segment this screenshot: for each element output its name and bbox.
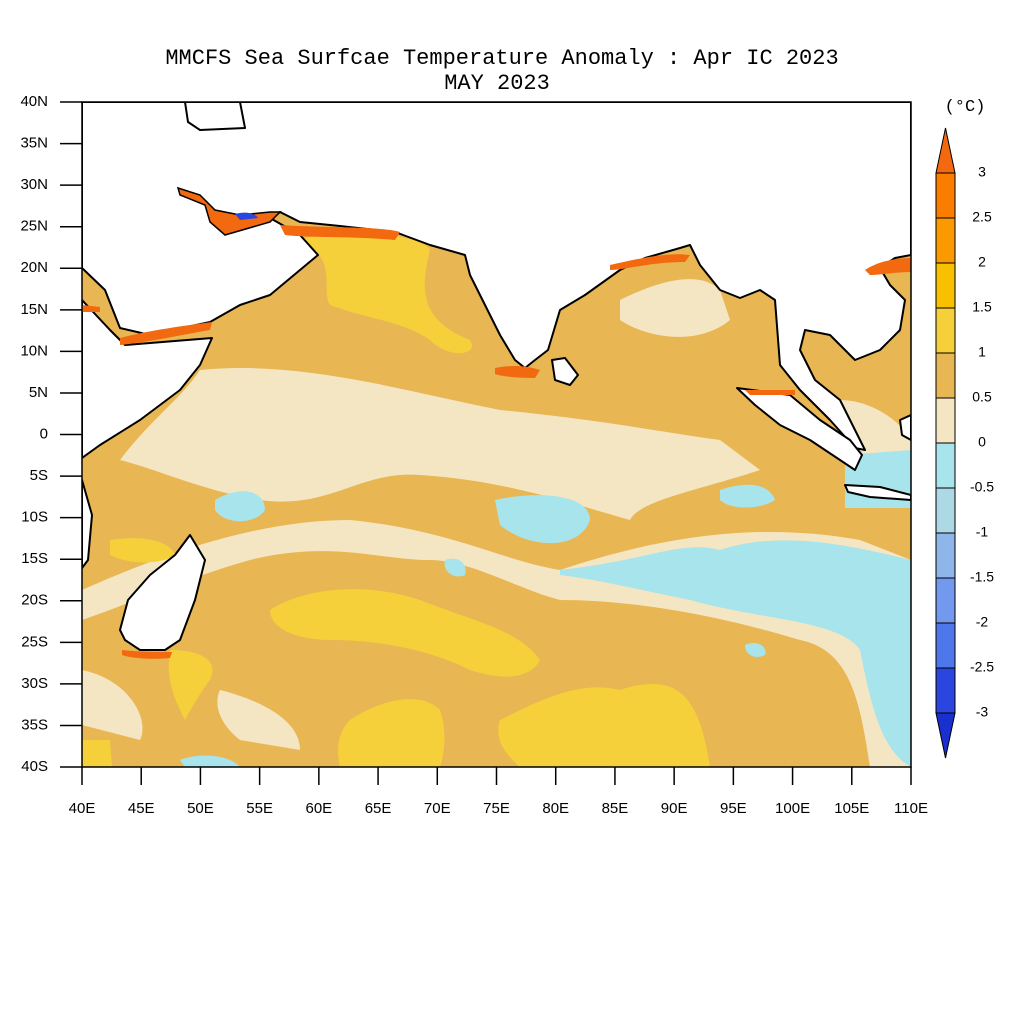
lat-label: 10N bbox=[20, 342, 48, 359]
colorbar-label: -3 bbox=[976, 704, 989, 720]
colorbar-label: 2.5 bbox=[972, 209, 992, 225]
lon-label: 85E bbox=[602, 800, 629, 817]
lon-label: 90E bbox=[661, 800, 688, 817]
colorbar-box bbox=[935, 532, 956, 579]
map-field bbox=[82, 102, 911, 767]
lon-label: 95E bbox=[720, 800, 747, 817]
colorbar-label: -1 bbox=[976, 524, 989, 540]
lat-label: 0 bbox=[40, 425, 48, 442]
colorbar-label: 2 bbox=[978, 254, 986, 270]
lat-label: 20S bbox=[21, 592, 48, 609]
lat-label: 25N bbox=[20, 218, 48, 235]
lat-label: 30N bbox=[20, 176, 48, 193]
lat-label: 35S bbox=[21, 716, 48, 733]
colorbar-label: -2 bbox=[976, 614, 989, 630]
lat-label: 15S bbox=[21, 550, 48, 567]
lat-label: 40S bbox=[21, 758, 48, 775]
lat-label: 35N bbox=[20, 135, 48, 152]
colorbar-label: 0 bbox=[978, 434, 986, 450]
coastal-warm-strips bbox=[82, 225, 911, 659]
colorbar-box bbox=[935, 217, 956, 264]
lat-label: 30S bbox=[21, 675, 48, 692]
lon-label: 55E bbox=[246, 800, 273, 817]
lon-label: 80E bbox=[542, 800, 569, 817]
lon-label: 70E bbox=[424, 800, 451, 817]
lon-label: 45E bbox=[128, 800, 155, 817]
land bbox=[82, 102, 911, 651]
colorbar-label: 3 bbox=[978, 164, 986, 180]
colorbar-box bbox=[935, 307, 956, 354]
colorbar-label: 1 bbox=[978, 344, 986, 360]
lat-label: 40N bbox=[20, 93, 48, 110]
colorbar-unit: (°C) bbox=[945, 98, 986, 117]
colorbar-label: -2.5 bbox=[970, 659, 994, 675]
colorbar-box bbox=[935, 262, 956, 309]
colorbar-box bbox=[935, 667, 956, 714]
lon-label: 40E bbox=[69, 800, 96, 817]
lat-label: 15N bbox=[20, 301, 48, 318]
lat-label: 5N bbox=[29, 384, 48, 401]
lat-label: 5S bbox=[30, 467, 48, 484]
colorbar-box bbox=[935, 172, 956, 219]
lat-label: 10S bbox=[21, 509, 48, 526]
lat-label: 20N bbox=[20, 259, 48, 276]
lon-label: 105E bbox=[834, 800, 869, 817]
colorbar-box bbox=[935, 487, 956, 534]
lon-label: 75E bbox=[483, 800, 510, 817]
colorbar-under bbox=[935, 712, 956, 759]
colorbar-box bbox=[935, 577, 956, 624]
lon-label: 100E bbox=[775, 800, 810, 817]
lon-label: 50E bbox=[187, 800, 214, 817]
colorbar-label: -1.5 bbox=[970, 569, 994, 585]
colorbar-box bbox=[935, 352, 956, 399]
lon-label: 110E bbox=[894, 800, 928, 817]
colorbar-box bbox=[935, 397, 956, 444]
lon-label: 60E bbox=[306, 800, 333, 817]
subtitle-line: MAY 2023 bbox=[444, 71, 550, 96]
lat-label: 25S bbox=[21, 633, 48, 650]
colorbar-box bbox=[935, 622, 956, 669]
colorbar-over bbox=[935, 127, 956, 174]
colorbar-label: 0.5 bbox=[972, 389, 992, 405]
colorbar-box bbox=[935, 442, 956, 489]
colorbar-label: 1.5 bbox=[972, 299, 992, 315]
lon-label: 65E bbox=[365, 800, 392, 817]
title-line: MMCFS Sea Surfcae Temperature Anomaly : … bbox=[165, 46, 838, 71]
colorbar-label: -0.5 bbox=[970, 479, 994, 495]
yellow-contours bbox=[82, 233, 710, 767]
